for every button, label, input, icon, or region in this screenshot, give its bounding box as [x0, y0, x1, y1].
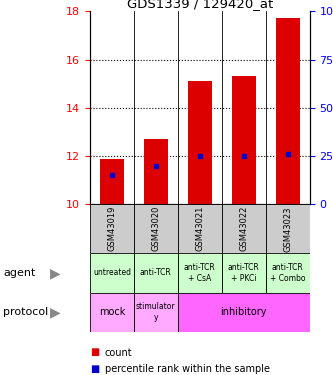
Bar	[90, 253, 134, 292]
Text: GSM43019: GSM43019	[107, 206, 117, 251]
Text: ■: ■	[90, 348, 99, 357]
Bar	[178, 253, 222, 292]
Text: count: count	[105, 348, 133, 357]
Bar	[222, 204, 266, 253]
Text: ▶: ▶	[50, 305, 61, 319]
Bar	[90, 204, 134, 253]
Bar	[90, 292, 134, 332]
Text: GSM43022: GSM43022	[239, 206, 248, 251]
Text: untreated: untreated	[93, 268, 131, 278]
Text: mock: mock	[99, 307, 125, 317]
Bar	[276, 18, 300, 204]
Title: GDS1339 / 129420_at: GDS1339 / 129420_at	[127, 0, 273, 10]
Text: agent: agent	[3, 268, 36, 278]
Text: ■: ■	[90, 364, 99, 374]
Text: anti-TCR
+ CsA: anti-TCR + CsA	[184, 263, 216, 282]
Text: GSM43023: GSM43023	[283, 206, 292, 252]
Bar	[144, 139, 168, 204]
Bar	[232, 76, 256, 204]
Text: anti-TCR
+ Combo: anti-TCR + Combo	[270, 263, 305, 282]
Bar	[222, 253, 266, 292]
Bar	[178, 292, 310, 332]
Text: protocol: protocol	[3, 307, 49, 317]
Text: stimulator
y: stimulator y	[136, 303, 175, 322]
Text: GSM43020: GSM43020	[151, 206, 161, 251]
Text: anti-TCR: anti-TCR	[140, 268, 172, 278]
Bar	[178, 204, 222, 253]
Text: GSM43021: GSM43021	[195, 206, 204, 251]
Bar	[134, 204, 178, 253]
Bar	[266, 253, 310, 292]
Text: ▶: ▶	[50, 266, 61, 280]
Text: percentile rank within the sample: percentile rank within the sample	[105, 364, 270, 374]
Bar	[188, 81, 212, 204]
Bar	[100, 159, 124, 204]
Text: anti-TCR
+ PKCi: anti-TCR + PKCi	[228, 263, 260, 282]
Bar	[134, 253, 178, 292]
Bar	[134, 292, 178, 332]
Bar	[266, 204, 310, 253]
Text: inhibitory: inhibitory	[220, 307, 267, 317]
